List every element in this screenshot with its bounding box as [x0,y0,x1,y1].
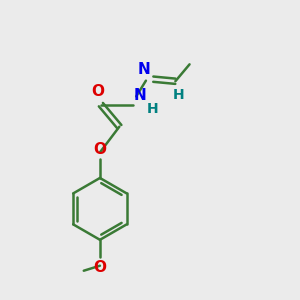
Text: H: H [147,102,159,116]
Text: N: N [134,88,147,104]
Text: O: O [91,84,104,99]
Text: O: O [93,260,106,275]
Text: O: O [93,142,106,158]
Text: N: N [138,62,150,77]
Text: H: H [173,88,185,102]
